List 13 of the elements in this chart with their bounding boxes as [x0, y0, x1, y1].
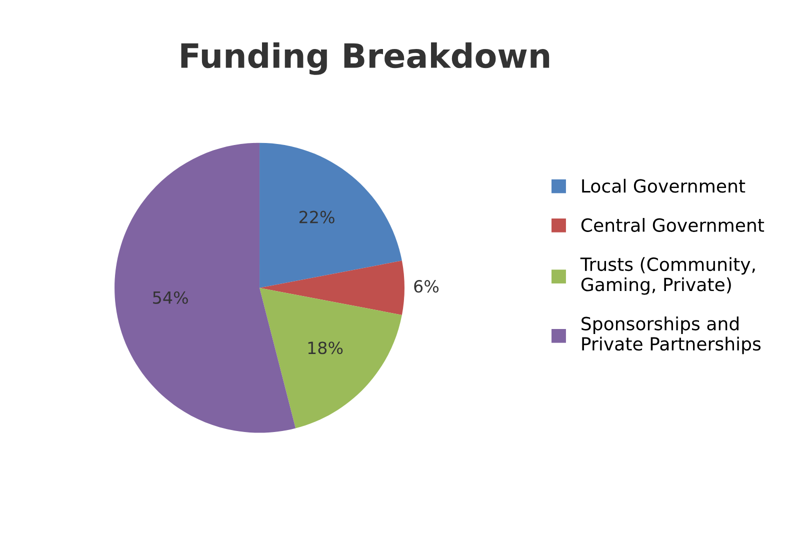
legend-label: Sponsorships and Private Partnerships [582, 316, 761, 354]
pie-slice [260, 142, 402, 288]
data-label: 6% [414, 280, 439, 293]
legend-label: Trusts (Community, Gaming, Private) [580, 257, 755, 295]
chart-title: Funding Breakdown [181, 42, 550, 75]
data-label: 18% [308, 342, 343, 354]
pie-slice [260, 260, 404, 315]
legend-label: Central Government [581, 218, 764, 232]
pie-slice [114, 142, 296, 433]
pie-slice [260, 288, 402, 428]
data-label: 22% [300, 210, 334, 224]
data-label: 54% [153, 291, 188, 304]
legend-label: Local Government [582, 178, 746, 193]
